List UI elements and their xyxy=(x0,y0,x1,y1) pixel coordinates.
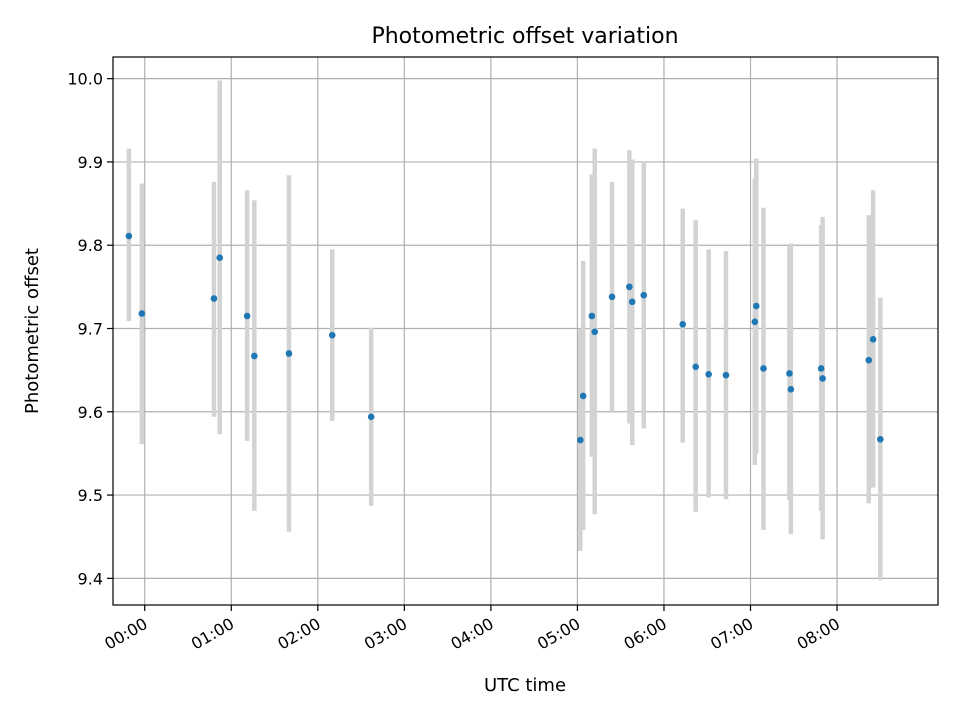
data-point xyxy=(588,312,596,320)
y-tick-label: 10.0 xyxy=(67,70,103,89)
y-tick-label: 9.4 xyxy=(78,569,103,588)
x-axis-label: UTC time xyxy=(484,675,566,696)
y-tick-label: 9.8 xyxy=(78,236,103,255)
data-point xyxy=(705,371,712,378)
data-point xyxy=(328,331,336,339)
data-point xyxy=(865,356,873,364)
data-point xyxy=(752,302,760,310)
y-tick-label: 9.5 xyxy=(78,486,103,505)
chart-title: Photometric offset variation xyxy=(371,24,678,49)
data-point xyxy=(786,370,793,377)
y-tick-label: 9.7 xyxy=(78,320,103,339)
data-point xyxy=(640,291,648,299)
data-point xyxy=(819,375,826,382)
data-point xyxy=(210,295,218,302)
data-point xyxy=(751,318,759,326)
data-point xyxy=(628,298,636,306)
y-axis-label: Photometric offset xyxy=(22,248,43,414)
data-point xyxy=(626,283,633,291)
grid xyxy=(113,57,938,605)
y-tick-label: 9.6 xyxy=(78,403,103,422)
data-point xyxy=(817,365,825,372)
data-point xyxy=(216,254,224,262)
data-point xyxy=(869,336,877,343)
data-point xyxy=(692,363,699,371)
data-point xyxy=(251,352,258,360)
data-point xyxy=(579,392,587,400)
y-axis: 9.4 9.5 9.6 9.7 9.8 9.9 10.0 xyxy=(67,70,113,588)
data-point xyxy=(608,293,616,301)
data-point xyxy=(285,350,293,357)
y-tick-label: 9.9 xyxy=(78,153,103,172)
data-point xyxy=(243,312,251,320)
data-point xyxy=(367,413,375,421)
data-point xyxy=(877,435,884,443)
data-points xyxy=(125,232,884,444)
data-point xyxy=(591,328,599,336)
data-point xyxy=(722,371,730,379)
data-point xyxy=(577,436,584,444)
data-point xyxy=(787,385,795,393)
plot-frame xyxy=(112,56,939,606)
data-point xyxy=(125,232,133,240)
data-point xyxy=(679,321,687,328)
data-point xyxy=(760,365,767,372)
data-point xyxy=(138,310,146,317)
